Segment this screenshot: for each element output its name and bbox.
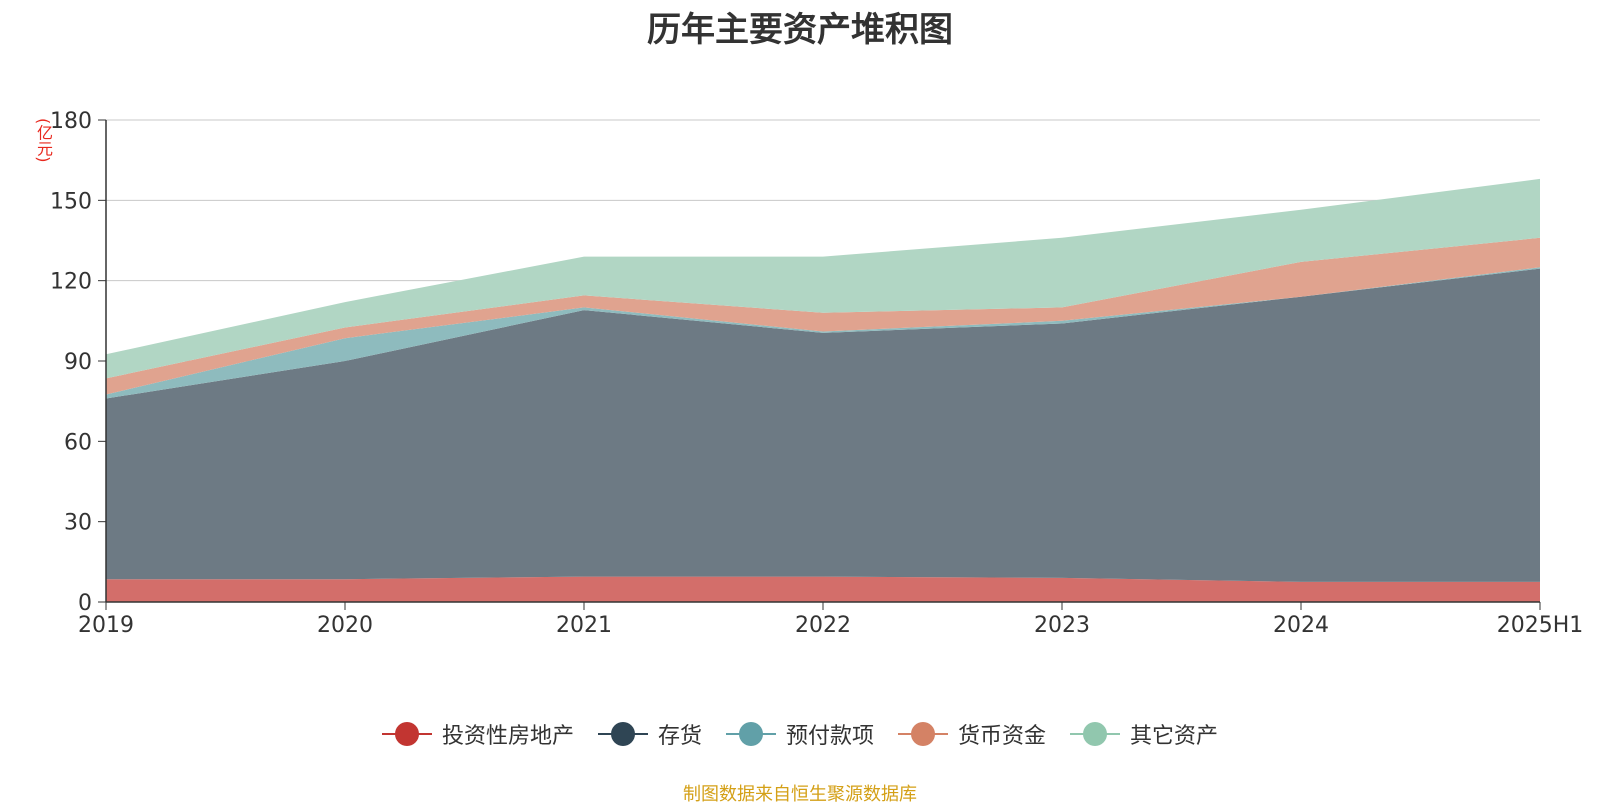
y-tick-label: 30 (64, 511, 92, 536)
area-series-3[interactable] (106, 237, 1540, 395)
legend-marker-icon (1070, 722, 1121, 746)
area-series-1[interactable] (106, 268, 1540, 582)
y-tick-label: 60 (64, 430, 92, 455)
legend-item[interactable]: 存货 (597, 718, 702, 750)
area-series (106, 178, 1540, 602)
legend-label: 投资性房地产 (441, 724, 574, 749)
legend-label: 存货 (657, 724, 702, 749)
legend-marker-icon (898, 722, 948, 746)
legend-item[interactable]: 其它资产 (1070, 718, 1218, 750)
axes: 0 30 60 90 120 150 180 2019 2020 2021 2022 2023 2024… (50, 109, 1583, 638)
x-tick-label: 2019 (78, 613, 134, 638)
y-axis-unit: (亿元) (34, 118, 53, 163)
source-note: 制图数据来自恒生聚源数据库 (683, 784, 917, 805)
legend-item[interactable]: 预付款项 (725, 718, 874, 750)
x-tick-label: 2023 (1034, 613, 1090, 638)
chart-title: 历年主要资产堆积图 (647, 10, 953, 50)
legend-marker-icon (381, 722, 432, 746)
area-series-0[interactable] (106, 576, 1540, 602)
x-tick-label: 2024 (1273, 613, 1329, 638)
legend-marker-icon (725, 722, 776, 746)
y-tick-label: 120 (50, 270, 92, 295)
area-series-4[interactable] (106, 178, 1540, 379)
legend-label: 预付款项 (785, 724, 874, 749)
x-tick-label: 2021 (556, 613, 612, 638)
y-tick-label: 0 (78, 591, 92, 616)
legend-item[interactable]: 货币资金 (898, 718, 1046, 750)
area-series-2[interactable] (106, 267, 1540, 399)
x-tick-label: 2020 (317, 613, 373, 638)
y-tick-label: 180 (50, 109, 92, 134)
y-tick-label: 150 (50, 189, 92, 214)
x-tick-label: 2025H1 (1497, 613, 1584, 638)
x-tick-label: 2022 (795, 613, 851, 638)
y-tick-label: 90 (64, 350, 92, 375)
legend: 投资性房地产 存货 预付款项 货币资金 其它资产 (0, 718, 1600, 750)
legend-label: 其它资产 (1130, 724, 1219, 749)
legend-item[interactable]: 投资性房地产 (381, 718, 574, 750)
legend-marker-icon (597, 722, 648, 746)
legend-label: 货币资金 (958, 724, 1047, 749)
